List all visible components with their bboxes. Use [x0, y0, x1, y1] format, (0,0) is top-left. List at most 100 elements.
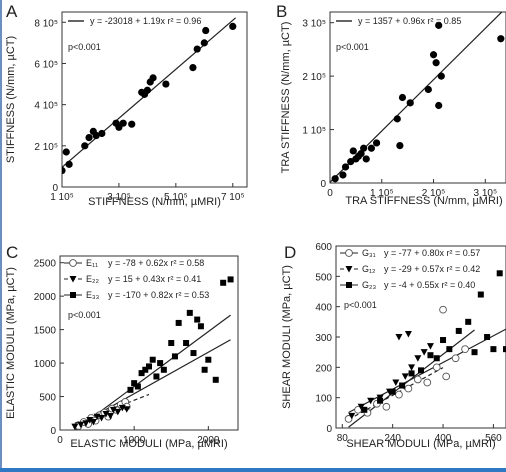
x-axis-label: ELASTIC MODULI (MPa, µMRI): [70, 438, 227, 450]
data-point: [404, 384, 413, 393]
data-point: [197, 323, 204, 330]
legend-series-name: E₁₁: [86, 258, 98, 268]
data-point: [190, 350, 197, 357]
y-tick-label: 3 10⁵: [302, 19, 326, 30]
y-tick-label: 1000: [34, 359, 57, 370]
data-point: [62, 148, 70, 156]
data-point: [62, 166, 66, 175]
data-point: [220, 279, 227, 286]
plot-area: [71, 276, 234, 430]
data-point: [71, 423, 79, 430]
data-point: [377, 397, 384, 404]
legend-entry: y = 15 + 0.43x r² = 0.41: [108, 274, 201, 284]
panel-letter: D: [284, 243, 296, 262]
data-point: [446, 346, 453, 353]
data-point: [389, 388, 396, 395]
data-point: [465, 318, 472, 325]
y-tick-label: 0: [52, 183, 58, 194]
legend-entry: y = -29 + 0.57x r² = 0.42: [384, 264, 480, 274]
data-point: [189, 63, 197, 72]
data-point: [200, 39, 208, 47]
data-point: [349, 147, 357, 155]
data-point: [85, 133, 93, 142]
x-tick-label: 1 10⁵: [370, 188, 394, 199]
data-point: [361, 406, 368, 413]
x-tick-label: 560: [485, 433, 502, 444]
data-point: [229, 22, 237, 31]
data-point: [143, 86, 151, 94]
data-point: [183, 340, 190, 346]
data-point: [142, 366, 149, 373]
legend-series-name: G₁₂: [362, 264, 376, 274]
y-axis-label: ELASTIC MODULI (MPa, µCT): [5, 267, 17, 419]
data-point: [131, 380, 138, 387]
legend-series-name: E₂₂: [86, 274, 99, 284]
data-point: [153, 373, 160, 380]
data-point: [424, 85, 432, 94]
data-point: [175, 319, 182, 326]
data-point: [432, 59, 440, 67]
legend-marker: [69, 276, 77, 283]
data-point: [82, 420, 90, 427]
data-point: [89, 418, 97, 426]
legend-entry: y = -78 + 0.62x r² = 0.58: [108, 258, 204, 268]
data-point: [382, 402, 391, 411]
data-point: [414, 355, 422, 362]
data-point: [119, 119, 127, 127]
legend-marker: [345, 249, 353, 257]
data-point: [160, 366, 167, 373]
data-point: [162, 80, 170, 88]
data-point: [212, 376, 219, 383]
y-tick-label: 0: [50, 426, 56, 437]
data-point: [477, 291, 484, 298]
x-tick-label: 400: [435, 433, 452, 444]
data-point: [114, 408, 122, 416]
y-tick-label: 500: [315, 272, 332, 283]
legend-series-name: G₃₁: [362, 248, 376, 258]
data-point: [367, 397, 375, 405]
data-point: [367, 144, 376, 152]
data-point: [339, 171, 347, 179]
data-point: [360, 144, 368, 152]
data-point: [357, 150, 365, 158]
legend-series-name: E₃₃: [86, 290, 100, 300]
data-point: [497, 35, 505, 43]
y-tick-label: 2 10⁵: [34, 142, 58, 153]
x-axis-label: SHEAR MODULI (MPa, µMRI): [346, 438, 495, 450]
y-tick-label: 2500: [34, 259, 57, 270]
data-point: [168, 340, 175, 346]
data-point: [420, 349, 428, 356]
data-point: [418, 367, 424, 374]
data-point: [427, 352, 434, 359]
panel-c: C 0 1000 2000 0 500 1000 1500 2000 2500 ELASTIC MO…: [5, 243, 239, 450]
data-point: [201, 366, 208, 373]
legend-entry: y = -23018 + 1.19x r² = 0.96: [90, 16, 201, 26]
legend-entry: y = -170 + 0.82x r² = 0.53: [108, 290, 209, 300]
x-tick-label: 80: [337, 433, 349, 444]
data-point: [348, 412, 356, 420]
y-tick-label: 4 10⁵: [34, 101, 58, 112]
x-tick-label: 3 10⁵: [473, 188, 497, 199]
legend-entry: y = -4 + 0.55x r² = 0.40: [384, 280, 475, 290]
data-point: [404, 330, 412, 338]
y-axis-label: SHEAR MODULI (MPa, µCT): [281, 265, 293, 409]
data-point: [344, 415, 353, 423]
x-tick-label: 7 10⁵: [221, 192, 245, 203]
y-tick-label: 2 10⁵: [302, 72, 326, 83]
data-point: [408, 364, 416, 371]
data-point: [398, 93, 407, 102]
y-tick-label: 1 10⁵: [302, 126, 326, 137]
y-tick-label: 100: [315, 394, 332, 405]
y-tick-label: 0: [326, 424, 332, 435]
y-tick-label: 400: [315, 303, 332, 314]
left-frame-edge: [0, 0, 2, 472]
legend-series-name: G₂₃: [362, 280, 376, 290]
y-tick-label: 1500: [34, 326, 57, 337]
data-point: [435, 21, 443, 29]
x-axis-label: TRA STIFFNESS (N/mm, µMRI): [345, 195, 502, 207]
plot-area: [330, 12, 505, 183]
data-point: [423, 378, 432, 387]
data-point: [106, 412, 114, 420]
